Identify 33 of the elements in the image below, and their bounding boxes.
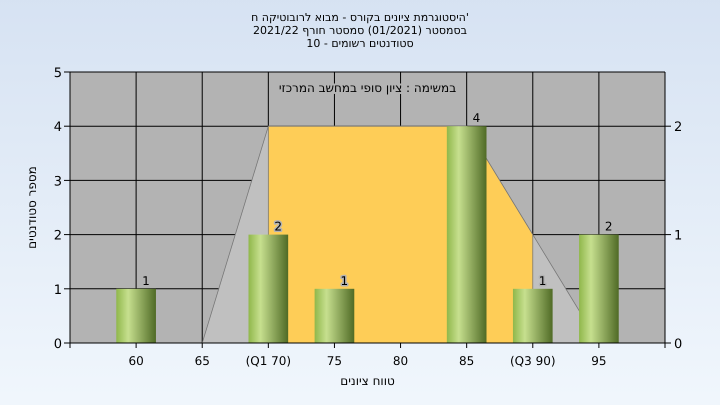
y-tick-label: 5 (54, 66, 62, 81)
y-axis-title: מספר סטודנטים (25, 166, 39, 249)
y2-tick-label: 0 (674, 337, 682, 352)
y-tick-label: 2 (54, 228, 62, 244)
bar (116, 288, 156, 343)
bar (446, 126, 486, 343)
data-label: 1 (142, 274, 150, 288)
x-tick-label: 60 (128, 354, 144, 368)
y-tick-label: 0 (54, 337, 62, 352)
x-tick-label: 85 (459, 354, 474, 368)
bar (579, 234, 619, 343)
bar (248, 234, 288, 343)
x-tick-label: (Q3 90) (510, 354, 556, 368)
data-label: 2 (604, 220, 613, 234)
y-tick-label: 3 (54, 174, 62, 190)
x-tick-label: (Q1 70) (246, 354, 292, 368)
x-tick-label: 75 (326, 354, 342, 368)
x-axis-title: טווח ציונים (340, 374, 395, 388)
x-tick-label: 95 (591, 354, 607, 368)
data-label: 1 (538, 274, 546, 288)
chart-subtitle: בסמסטר (01/2021) סמסטר חורף 2021/22 סטודנטים רשומים - 10 (253, 24, 467, 50)
y-tick-label: 4 (54, 120, 62, 136)
x-tick-label: 65 (194, 354, 210, 368)
data-label: 1 (340, 274, 348, 288)
bar (314, 288, 354, 343)
y2-tick-label: 1 (674, 228, 682, 244)
x-tick-label: 80 (392, 354, 408, 368)
bar (512, 288, 553, 343)
data-label: 4 (472, 111, 480, 126)
chart-title: היסטוגרמת ציונים בקורס - מבוא לרובוטיקה ח' (251, 11, 469, 24)
y-tick-label: 1 (54, 282, 62, 298)
y2-tick-label: 2 (674, 120, 682, 136)
data-label: 2 (274, 220, 282, 234)
